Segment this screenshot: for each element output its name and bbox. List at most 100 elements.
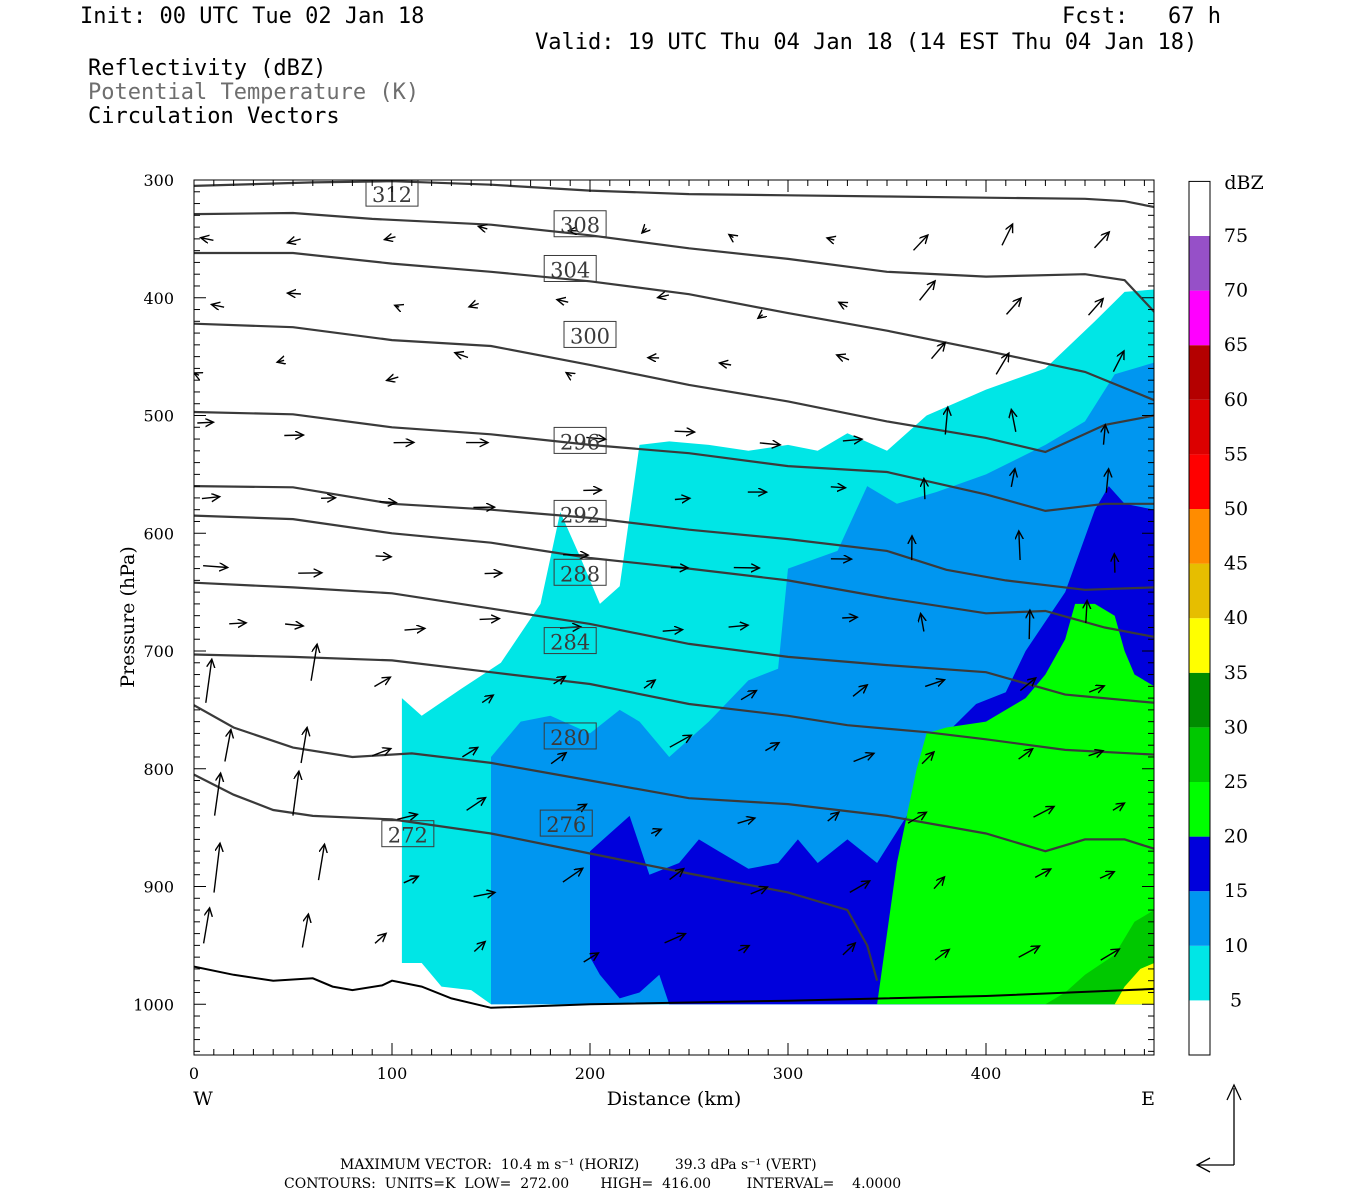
circulation-vector bbox=[827, 238, 834, 240]
y-tick-label-700: 700 bbox=[143, 642, 174, 661]
circulation-vector bbox=[933, 877, 945, 890]
colorbar-segment bbox=[1189, 891, 1210, 946]
reference-vector bbox=[1195, 1083, 1242, 1173]
contour-info-note: CONTOURS: UNITS=K LOW= 272.00 HIGH= 416.… bbox=[284, 1176, 902, 1192]
colorbar-segment bbox=[1189, 181, 1210, 236]
circulation-vector bbox=[1034, 869, 1051, 879]
circulation-vector bbox=[1088, 751, 1104, 756]
circulation-vector bbox=[1033, 807, 1055, 818]
circulation-vector bbox=[919, 281, 936, 301]
circulation-vector bbox=[562, 868, 583, 883]
circulation-vector bbox=[566, 373, 572, 377]
theta-label-text-292: 292 bbox=[560, 503, 600, 527]
circulation-vector bbox=[197, 422, 213, 423]
theta-contour-304 bbox=[194, 251, 1154, 402]
circulation-vector bbox=[478, 226, 487, 229]
y-tick-label-800: 800 bbox=[143, 760, 174, 779]
y-tick-label-300: 300 bbox=[143, 171, 174, 190]
colorbar-label-5: 5 bbox=[1230, 989, 1242, 1011]
circulation-vector bbox=[1100, 949, 1120, 961]
circulation-vector bbox=[1011, 409, 1016, 432]
circulation-vector bbox=[738, 946, 749, 951]
colorbar-label-60: 60 bbox=[1224, 389, 1248, 411]
colorbar-segment bbox=[1189, 1000, 1210, 1055]
circulation-vector bbox=[211, 305, 225, 308]
circulation-vector bbox=[852, 685, 867, 697]
circulation-vector bbox=[849, 881, 870, 894]
circulation-vector bbox=[194, 373, 199, 375]
circulation-vector bbox=[837, 355, 850, 360]
circulation-vector bbox=[924, 479, 925, 500]
circulation-vector bbox=[907, 812, 926, 824]
circulation-vector bbox=[674, 498, 690, 499]
colorbar-label-70: 70 bbox=[1224, 280, 1248, 302]
x-axis-title: Distance (km) bbox=[607, 1088, 742, 1110]
circulation-vector bbox=[205, 659, 212, 703]
colorbar-segment bbox=[1189, 782, 1210, 837]
colorbar-label-45: 45 bbox=[1224, 553, 1248, 575]
circulation-vector bbox=[224, 730, 231, 762]
theta-label-300: 300 bbox=[563, 320, 617, 348]
colorbar-label-15: 15 bbox=[1224, 880, 1248, 902]
circulation-vector bbox=[1112, 803, 1125, 810]
circulation-vector bbox=[1112, 351, 1124, 373]
circulation-vector bbox=[310, 644, 317, 681]
circulation-vector bbox=[750, 887, 768, 895]
circulation-vector bbox=[658, 295, 670, 298]
circulation-vector bbox=[466, 798, 486, 811]
init-time: Init: 00 UTC Tue 02 Jan 18 bbox=[80, 4, 425, 29]
theta-contour-288 bbox=[194, 514, 1154, 638]
circulation-vector bbox=[575, 804, 586, 810]
colorbar-label-25: 25 bbox=[1224, 771, 1248, 793]
circulation-vector bbox=[1018, 946, 1040, 958]
theta-label-text-272: 272 bbox=[388, 824, 428, 848]
colorbar-label-35: 35 bbox=[1224, 662, 1248, 684]
theta-label-text-276: 276 bbox=[546, 813, 586, 837]
reflectivity-region-20dbz bbox=[877, 603, 1154, 1005]
x-tick-label-300: 300 bbox=[773, 1064, 804, 1083]
circulation-vector bbox=[213, 773, 221, 816]
circulation-vector bbox=[1106, 469, 1108, 493]
circulation-vector bbox=[292, 771, 299, 816]
colorbar-segment bbox=[1189, 509, 1210, 564]
theta-contour-280 bbox=[194, 653, 1154, 756]
circulation-vector bbox=[765, 743, 779, 752]
y-tick-label-400: 400 bbox=[143, 289, 174, 308]
y-axis-title: Pressure (hPa) bbox=[117, 546, 139, 688]
circulation-vector bbox=[201, 238, 214, 241]
theta-contour-308 bbox=[194, 211, 1154, 313]
circulation-vector bbox=[321, 498, 335, 499]
y-tick-label-1000: 1000 bbox=[133, 995, 174, 1014]
circulation-vector bbox=[729, 235, 734, 238]
circulation-vector bbox=[213, 843, 220, 893]
circulation-vector bbox=[1093, 232, 1110, 249]
colorbar-label-40: 40 bbox=[1224, 607, 1248, 629]
circulation-vector bbox=[287, 293, 301, 294]
circulation-vector bbox=[473, 942, 485, 953]
circulation-vector bbox=[300, 727, 307, 764]
colorbar-segment bbox=[1189, 836, 1210, 892]
theta-label-272: 272 bbox=[381, 820, 435, 848]
circulation-vector bbox=[1018, 749, 1033, 760]
colorbar-segment bbox=[1189, 727, 1210, 782]
circulation-vector bbox=[924, 680, 944, 688]
theta-contour-300 bbox=[194, 322, 1154, 454]
theta-label-text-288: 288 bbox=[560, 562, 600, 586]
circulation-vector bbox=[839, 302, 848, 307]
circulation-vector bbox=[758, 315, 763, 319]
circulation-vector bbox=[1088, 686, 1104, 692]
circulation-vector bbox=[643, 680, 655, 689]
circulation-vector bbox=[664, 934, 686, 944]
circulation-vector bbox=[481, 695, 493, 703]
colorbar-label-50: 50 bbox=[1224, 498, 1248, 520]
circulation-vector bbox=[669, 735, 692, 748]
theta-label-text-280: 280 bbox=[550, 726, 590, 750]
legend-circulation-vectors: Circulation Vectors bbox=[88, 104, 340, 129]
legend-reflectivity: Reflectivity (dBZ) bbox=[88, 56, 327, 81]
circulation-vector bbox=[934, 949, 949, 961]
theta-label-292: 292 bbox=[553, 499, 607, 527]
circulation-vector bbox=[642, 228, 647, 233]
colorbar-label-10: 10 bbox=[1224, 935, 1248, 957]
colorbar-segment bbox=[1189, 236, 1210, 291]
circulation-vector bbox=[586, 437, 606, 439]
